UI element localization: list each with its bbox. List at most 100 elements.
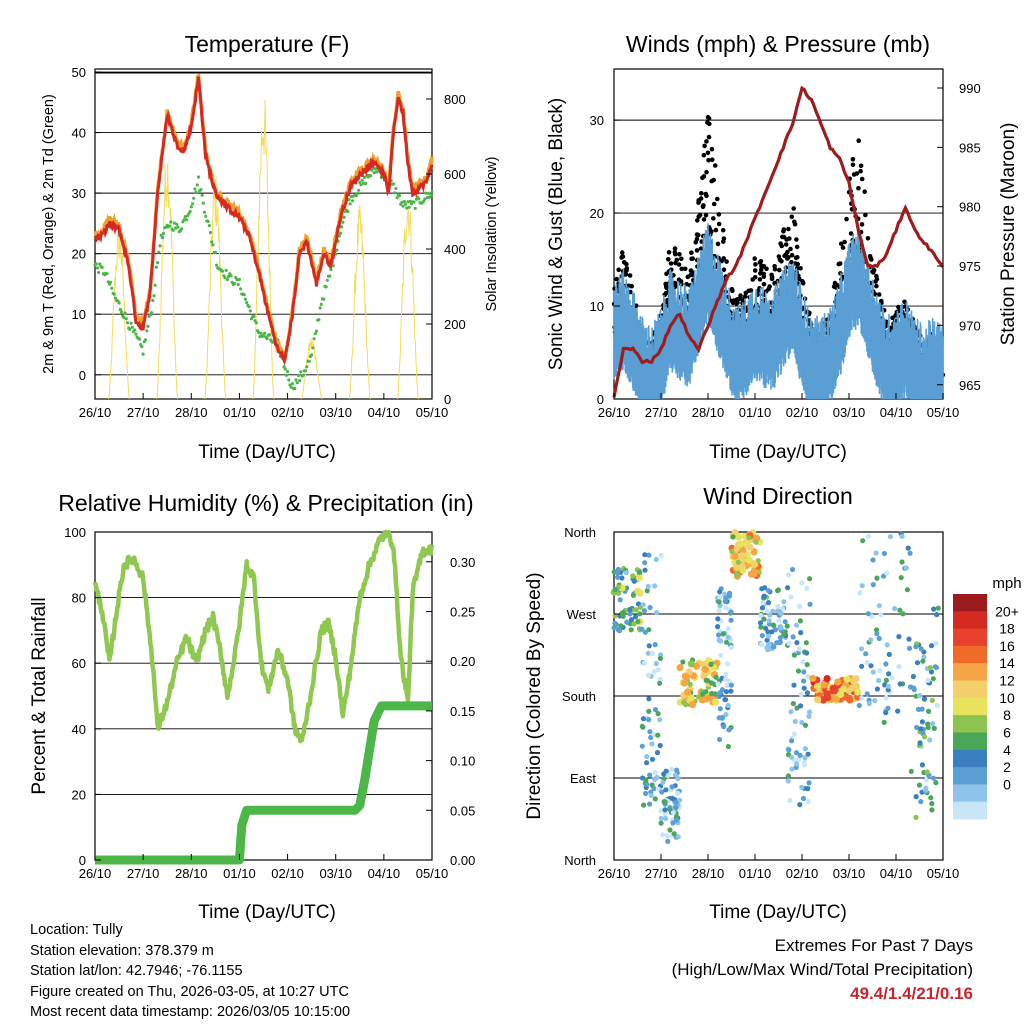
- direction-point: [930, 676, 936, 682]
- gust-point: [711, 201, 717, 207]
- dewpoint-point: [335, 248, 339, 252]
- dewpoint-point: [369, 174, 373, 178]
- direction-point: [627, 607, 633, 613]
- wind-direction-y-label: Direction (Colored By Speed): [524, 572, 545, 819]
- direction-point: [884, 642, 890, 648]
- direction-point: [797, 618, 804, 624]
- direction-point: [682, 673, 691, 681]
- gust-point: [719, 258, 724, 264]
- dewpoint-point: [403, 202, 408, 206]
- y-tick-label: North: [564, 853, 596, 868]
- direction-point: [702, 695, 710, 703]
- dewpoint-point: [305, 365, 309, 369]
- dewpoint-point: [359, 183, 363, 187]
- direction-point: [733, 563, 741, 572]
- y-tick-label: 10: [72, 307, 86, 322]
- direction-point: [918, 726, 924, 732]
- direction-point: [883, 695, 889, 701]
- dewpoint-point: [294, 378, 298, 382]
- gust-point: [704, 139, 709, 144]
- direction-point: [657, 680, 663, 686]
- direction-point: [646, 552, 652, 558]
- direction-point: [923, 777, 929, 783]
- direction-point: [725, 702, 731, 709]
- gust-point: [850, 157, 856, 162]
- temperature-y-ticks: 0 10 20 30 40 50: [72, 65, 101, 383]
- gust-point: [624, 268, 629, 273]
- direction-point: [658, 815, 664, 821]
- direction-point: [878, 612, 884, 618]
- direction-point: [644, 588, 650, 594]
- direction-point: [649, 650, 655, 657]
- dewpoint-point: [373, 167, 377, 171]
- direction-point: [809, 674, 817, 683]
- gust-point: [713, 227, 719, 233]
- direction-point: [775, 588, 781, 594]
- dewpoint-point: [95, 266, 99, 270]
- direction-point: [921, 696, 928, 702]
- x-tick-label: 05/10: [416, 405, 449, 420]
- direction-point: [708, 661, 714, 668]
- solar-y-label: Solar Insolation (Yellow): [484, 156, 500, 311]
- direction-point: [766, 618, 772, 624]
- gust-point: [697, 212, 703, 218]
- dewpoint-point: [183, 215, 187, 219]
- gust-point: [789, 214, 795, 220]
- gust-point: [623, 272, 629, 277]
- dewpoint-point: [304, 369, 308, 373]
- direction-point: [904, 587, 911, 593]
- dewpoint-point: [158, 244, 162, 248]
- direction-point: [796, 603, 803, 610]
- direction-point: [643, 790, 649, 797]
- gust-point: [761, 281, 767, 287]
- x-tick-label: 26/10: [598, 866, 631, 881]
- dewpoint-point: [402, 199, 406, 204]
- x-tick-label: 04/10: [880, 866, 913, 881]
- direction-point: [788, 594, 794, 600]
- direction-point: [645, 650, 651, 656]
- colorbar-swatch: [953, 784, 987, 803]
- y2-tick-label: 0.25: [450, 605, 475, 620]
- direction-point: [624, 619, 630, 625]
- direction-point: [652, 769, 658, 776]
- gust-point: [710, 157, 715, 162]
- direction-point: [653, 556, 659, 563]
- y2-tick-label: 600: [444, 167, 466, 182]
- direction-point: [865, 533, 872, 539]
- temperature-x-ticks: 26/10 27/10 28/10 01/10 02/10 03/10 04/10 05/10: [79, 393, 449, 420]
- direction-point: [655, 667, 662, 673]
- dewpoint-point: [112, 292, 116, 296]
- dewpoint-point: [248, 309, 252, 313]
- dewpoint-point: [227, 274, 231, 279]
- dewpoint-point: [412, 200, 416, 204]
- temperature-plot-frame: [94, 68, 433, 400]
- y2-tick-label: 800: [444, 92, 466, 107]
- gust-point: [706, 134, 712, 140]
- direction-point: [639, 743, 645, 749]
- gust-point: [772, 264, 777, 269]
- dewpoint-point: [189, 205, 193, 209]
- dewpoint-point: [313, 332, 317, 336]
- direction-point: [726, 727, 732, 733]
- direction-point: [913, 794, 919, 800]
- x-tick-label: 26/10: [79, 866, 112, 881]
- y2-tick-label: 0.10: [450, 754, 475, 769]
- direction-point: [906, 645, 913, 651]
- dewpoint-point: [97, 270, 101, 275]
- gust-point: [865, 236, 871, 241]
- dewpoint-point: [153, 283, 157, 287]
- direction-point: [711, 698, 720, 706]
- dewpoint-point: [267, 333, 272, 337]
- gust-point: [628, 289, 633, 295]
- dewpoint-point: [172, 221, 176, 225]
- dewpoint-point: [106, 280, 110, 284]
- direction-point: [916, 693, 923, 699]
- dewpoint-point: [204, 214, 208, 218]
- dewpoint-point: [406, 200, 410, 204]
- dewpoint-point: [347, 198, 351, 202]
- direction-point: [924, 769, 930, 775]
- dewpoint-point: [259, 331, 263, 336]
- direction-point: [868, 637, 874, 643]
- gust-point: [758, 259, 764, 264]
- direction-point: [716, 608, 722, 614]
